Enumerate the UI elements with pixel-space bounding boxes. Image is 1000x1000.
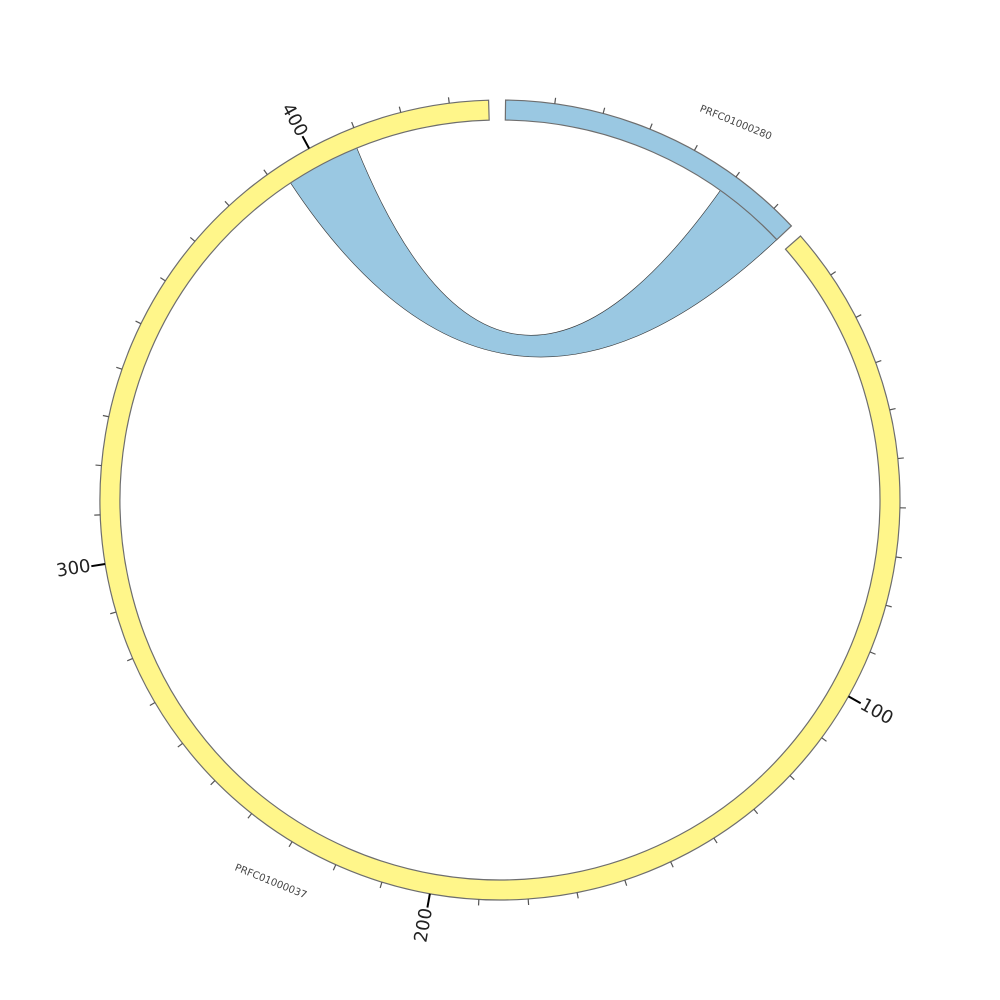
minor-tick bbox=[116, 366, 123, 370]
minor-tick bbox=[149, 701, 156, 707]
minor-tick bbox=[670, 861, 674, 868]
minor-tick bbox=[398, 106, 402, 113]
minor-tick bbox=[177, 742, 183, 748]
minor-tick bbox=[447, 97, 450, 104]
minor-tick bbox=[821, 737, 827, 742]
major-tick bbox=[301, 135, 311, 149]
major-tick bbox=[91, 562, 106, 568]
minor-tick bbox=[102, 414, 109, 418]
segment-PRFC01000280 bbox=[504, 99, 793, 241]
minor-tick bbox=[855, 314, 862, 318]
minor-tick bbox=[773, 203, 779, 209]
minor-tick bbox=[247, 813, 253, 819]
minor-tick bbox=[897, 457, 904, 460]
minor-tick bbox=[869, 651, 876, 655]
minor-tick bbox=[224, 200, 230, 207]
minor-tick bbox=[576, 892, 579, 899]
minor-tick bbox=[624, 879, 628, 886]
minor-tick bbox=[126, 657, 133, 662]
minor-tick bbox=[351, 121, 355, 128]
minor-tick bbox=[554, 97, 557, 104]
minor-tick bbox=[379, 881, 383, 889]
tick-label: 400 bbox=[277, 100, 312, 140]
minor-tick bbox=[135, 320, 142, 325]
tick-label: 300 bbox=[55, 555, 92, 581]
minor-tick bbox=[693, 144, 698, 151]
minor-tick bbox=[288, 841, 293, 848]
minor-tick bbox=[332, 864, 337, 871]
segment-label: PRFC01000280 bbox=[698, 104, 773, 143]
minor-tick bbox=[875, 359, 882, 364]
tick-label: 200 bbox=[410, 906, 437, 944]
minor-tick bbox=[110, 611, 117, 615]
segment-PRFC01000037 bbox=[99, 99, 901, 901]
minor-tick bbox=[830, 271, 837, 276]
segment-label: PRFC01000037 bbox=[233, 862, 308, 901]
minor-tick bbox=[895, 556, 902, 559]
major-tick bbox=[426, 893, 431, 908]
minor-tick bbox=[649, 123, 653, 130]
minor-tick bbox=[95, 464, 102, 467]
minor-tick bbox=[189, 236, 196, 242]
minor-tick bbox=[789, 775, 795, 781]
major-tick bbox=[847, 695, 862, 705]
tick-label: 100 bbox=[856, 694, 896, 729]
minor-tick bbox=[602, 107, 606, 114]
minor-tick bbox=[713, 837, 718, 844]
minor-tick bbox=[885, 604, 892, 608]
minor-tick bbox=[753, 808, 759, 815]
minor-tick bbox=[735, 171, 740, 178]
minor-tick bbox=[889, 407, 896, 411]
minor-tick bbox=[160, 277, 166, 282]
minor-tick bbox=[263, 169, 268, 175]
minor-tick bbox=[210, 780, 216, 786]
